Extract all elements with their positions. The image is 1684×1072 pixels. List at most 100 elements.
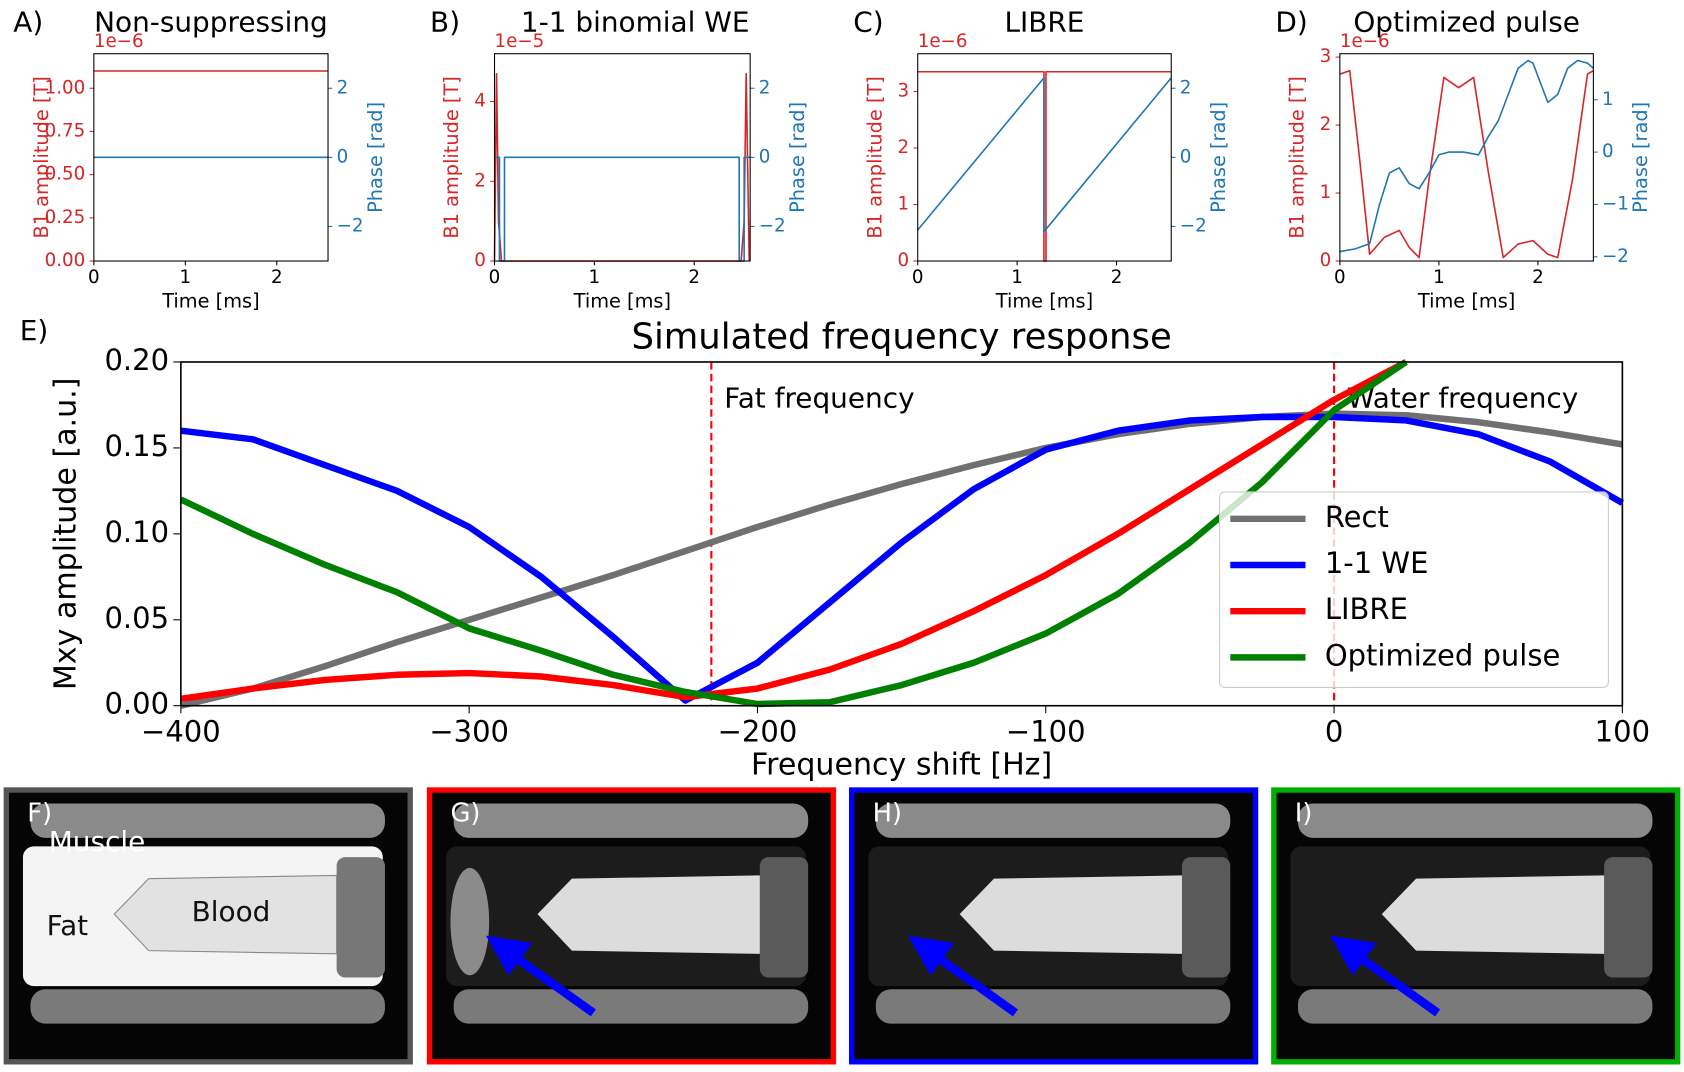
series-line — [493, 72, 750, 262]
x-axis-label: Time [ms] — [573, 289, 671, 312]
y-tick-label: 4 — [474, 91, 486, 112]
y2-tick-label: −2 — [759, 215, 786, 236]
series-line — [1339, 69, 1594, 259]
tube-wall — [453, 803, 809, 838]
x-tick-label: 0 — [1334, 267, 1346, 288]
y-tick-label: 0 — [1320, 250, 1332, 271]
y-axis-label: B1 amplitude [T] — [863, 76, 886, 238]
x-tick-label: 2 — [1532, 267, 1544, 288]
x-tick-label: 0 — [88, 267, 100, 288]
blood-region — [959, 875, 1182, 954]
x-axis-label: Time [ms] — [161, 289, 259, 312]
y2-axis-label: Phase [rad] — [786, 102, 809, 213]
tube-wall — [875, 989, 1231, 1024]
y2-tick-label: −2 — [1180, 215, 1207, 236]
image-panel: G) — [426, 787, 837, 1065]
x-axis-label: Frequency shift [Hz] — [751, 747, 1052, 782]
series-line — [180, 359, 1408, 703]
panel-label: I) — [1295, 799, 1313, 829]
y-tick-label: 1 — [1320, 182, 1332, 203]
reference-label: Fat frequency — [724, 382, 914, 415]
y2-axis-label: Phase [rad] — [364, 102, 387, 213]
y-axis-label: B1 amplitude [T] — [1285, 76, 1308, 238]
tube-wall — [875, 803, 1231, 838]
panel-label: F) — [27, 799, 52, 829]
tube-wall — [1297, 803, 1653, 838]
y-tick-label: 0.25 — [45, 207, 86, 228]
y-tick-label: 2 — [898, 137, 910, 158]
plot-frame — [180, 361, 1624, 707]
chart-title: Simulated frequency response — [631, 316, 1171, 357]
blood-region — [537, 875, 760, 954]
y2-axis-label: Phase [rad] — [1207, 102, 1230, 213]
legend-label: Rect — [1325, 500, 1389, 534]
blood-region — [113, 874, 338, 955]
image-panel: I) — [1271, 787, 1681, 1065]
y-tick-label: 0.10 — [104, 515, 169, 549]
x-tick-label: 0 — [912, 267, 924, 288]
series-line — [179, 359, 1408, 708]
panel-label: H) — [873, 799, 902, 829]
series-line — [494, 156, 751, 262]
legend-box — [1219, 491, 1609, 688]
x-tick-label: 0 — [489, 267, 501, 288]
legend-label: Optimized pulse — [1325, 638, 1560, 672]
image-annotation: Blood — [192, 895, 271, 928]
y-axis-label: B1 amplitude [T] — [440, 76, 463, 238]
panel-label: A) — [13, 6, 43, 39]
y-tick-label: 3 — [898, 81, 910, 102]
chart-title: Non-suppressing — [94, 6, 328, 39]
panel-label: G) — [450, 799, 480, 829]
y-tick-label: 0.50 — [45, 164, 86, 185]
y2-tick-label: 2 — [1180, 77, 1192, 98]
arrow-shaft — [937, 955, 1018, 1017]
phantom-cap — [759, 857, 809, 978]
phantom-cap — [1181, 857, 1231, 978]
x-tick-label: 1 — [589, 267, 601, 288]
offset-label: 1e−6 — [918, 31, 968, 52]
legend-label: LIBRE — [1325, 592, 1408, 626]
y-axis-label: Mxy amplitude [a.u.] — [49, 378, 84, 691]
y-tick-label: 0.00 — [104, 687, 169, 721]
y2-tick-label: 1 — [1602, 89, 1614, 110]
x-tick-label: −100 — [1006, 715, 1086, 749]
arrow-head — [908, 935, 955, 976]
x-tick-label: 2 — [1111, 267, 1123, 288]
y-tick-label: 2 — [474, 170, 486, 191]
x-tick-label: −300 — [429, 715, 509, 749]
tube-wall — [453, 989, 809, 1024]
y2-tick-label: −2 — [337, 215, 364, 236]
y2-tick-label: 0 — [759, 146, 771, 167]
arrow-shaft — [1359, 955, 1441, 1017]
legend-label: 1-1 WE — [1325, 546, 1429, 580]
offset-label: 1e−6 — [1340, 31, 1390, 52]
y-tick-label: 1.00 — [45, 77, 86, 98]
x-tick-label: 2 — [688, 267, 700, 288]
y-tick-label: 0 — [898, 250, 910, 271]
y-tick-label: 0.15 — [104, 429, 169, 463]
y-tick-label: 0.00 — [45, 250, 86, 271]
y2-tick-label: 0 — [337, 146, 349, 167]
y-tick-label: 0.20 — [104, 343, 169, 377]
panel-label: B) — [430, 6, 460, 39]
image-annotation: Fat — [47, 909, 89, 942]
y-tick-label: 1 — [898, 194, 910, 215]
image-panel: F)Muscle Fat Blood — [3, 787, 413, 1065]
x-tick-label: 100 — [1595, 715, 1650, 749]
blood-region — [1381, 875, 1605, 954]
x-tick-label: −400 — [141, 715, 221, 749]
image-panel: H) — [848, 787, 1259, 1065]
y-tick-label: 0.75 — [45, 120, 86, 141]
x-tick-label: 1 — [180, 267, 192, 288]
phantom-cap — [1604, 857, 1653, 978]
x-tick-label: 0 — [1325, 715, 1343, 749]
y-axis-label: B1 amplitude [T] — [30, 76, 53, 238]
y-tick-label: 0.05 — [104, 601, 169, 635]
x-axis-label: Time [ms] — [995, 289, 1093, 312]
panel-label: D) — [1275, 6, 1307, 39]
offset-label: 1e−6 — [94, 31, 144, 52]
plot-frame — [93, 53, 329, 262]
series-line — [1339, 59, 1594, 253]
tube-wall — [30, 989, 385, 1024]
